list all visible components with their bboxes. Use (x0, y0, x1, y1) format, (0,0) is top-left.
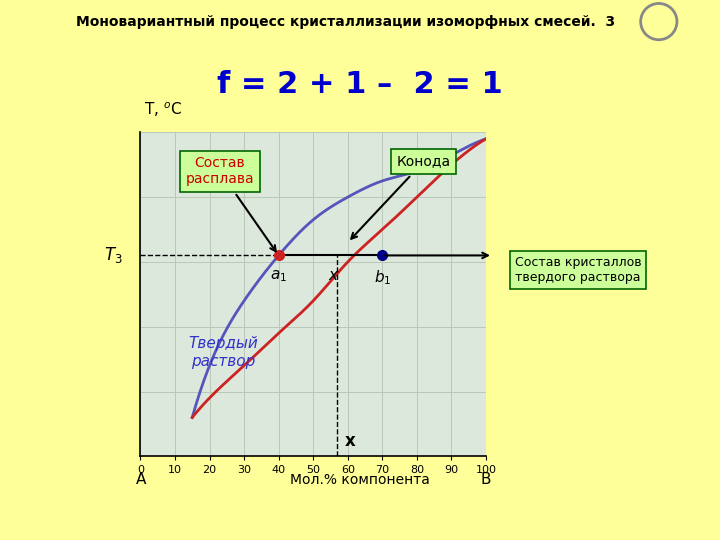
Text: $b_1$: $b_1$ (374, 268, 391, 287)
Text: $\mathbf{x}$: $\mathbf{x}$ (344, 432, 357, 450)
Text: Моновариантный процесс кристаллизации изоморфных смесей.  3: Моновариантный процесс кристаллизации из… (76, 15, 615, 29)
Text: $x$: $x$ (328, 268, 340, 284)
Text: Состав кристаллов
твердого раствора: Состав кристаллов твердого раствора (515, 256, 642, 284)
Text: Твердый
раствор: Твердый раствор (189, 336, 258, 369)
Text: A: A (136, 472, 146, 488)
Text: B: B (481, 472, 491, 488)
Text: $T_3$: $T_3$ (104, 245, 123, 266)
Text: $a_1$: $a_1$ (270, 268, 287, 284)
Text: T, $^o$C: T, $^o$C (144, 101, 182, 119)
Text: Конода: Конода (351, 154, 451, 239)
Text: f = 2 + 1 –  2 = 1: f = 2 + 1 – 2 = 1 (217, 70, 503, 99)
Text: Состав
расплава: Состав расплава (186, 156, 276, 251)
Text: Мол.% компонента: Мол.% компонента (290, 472, 430, 487)
